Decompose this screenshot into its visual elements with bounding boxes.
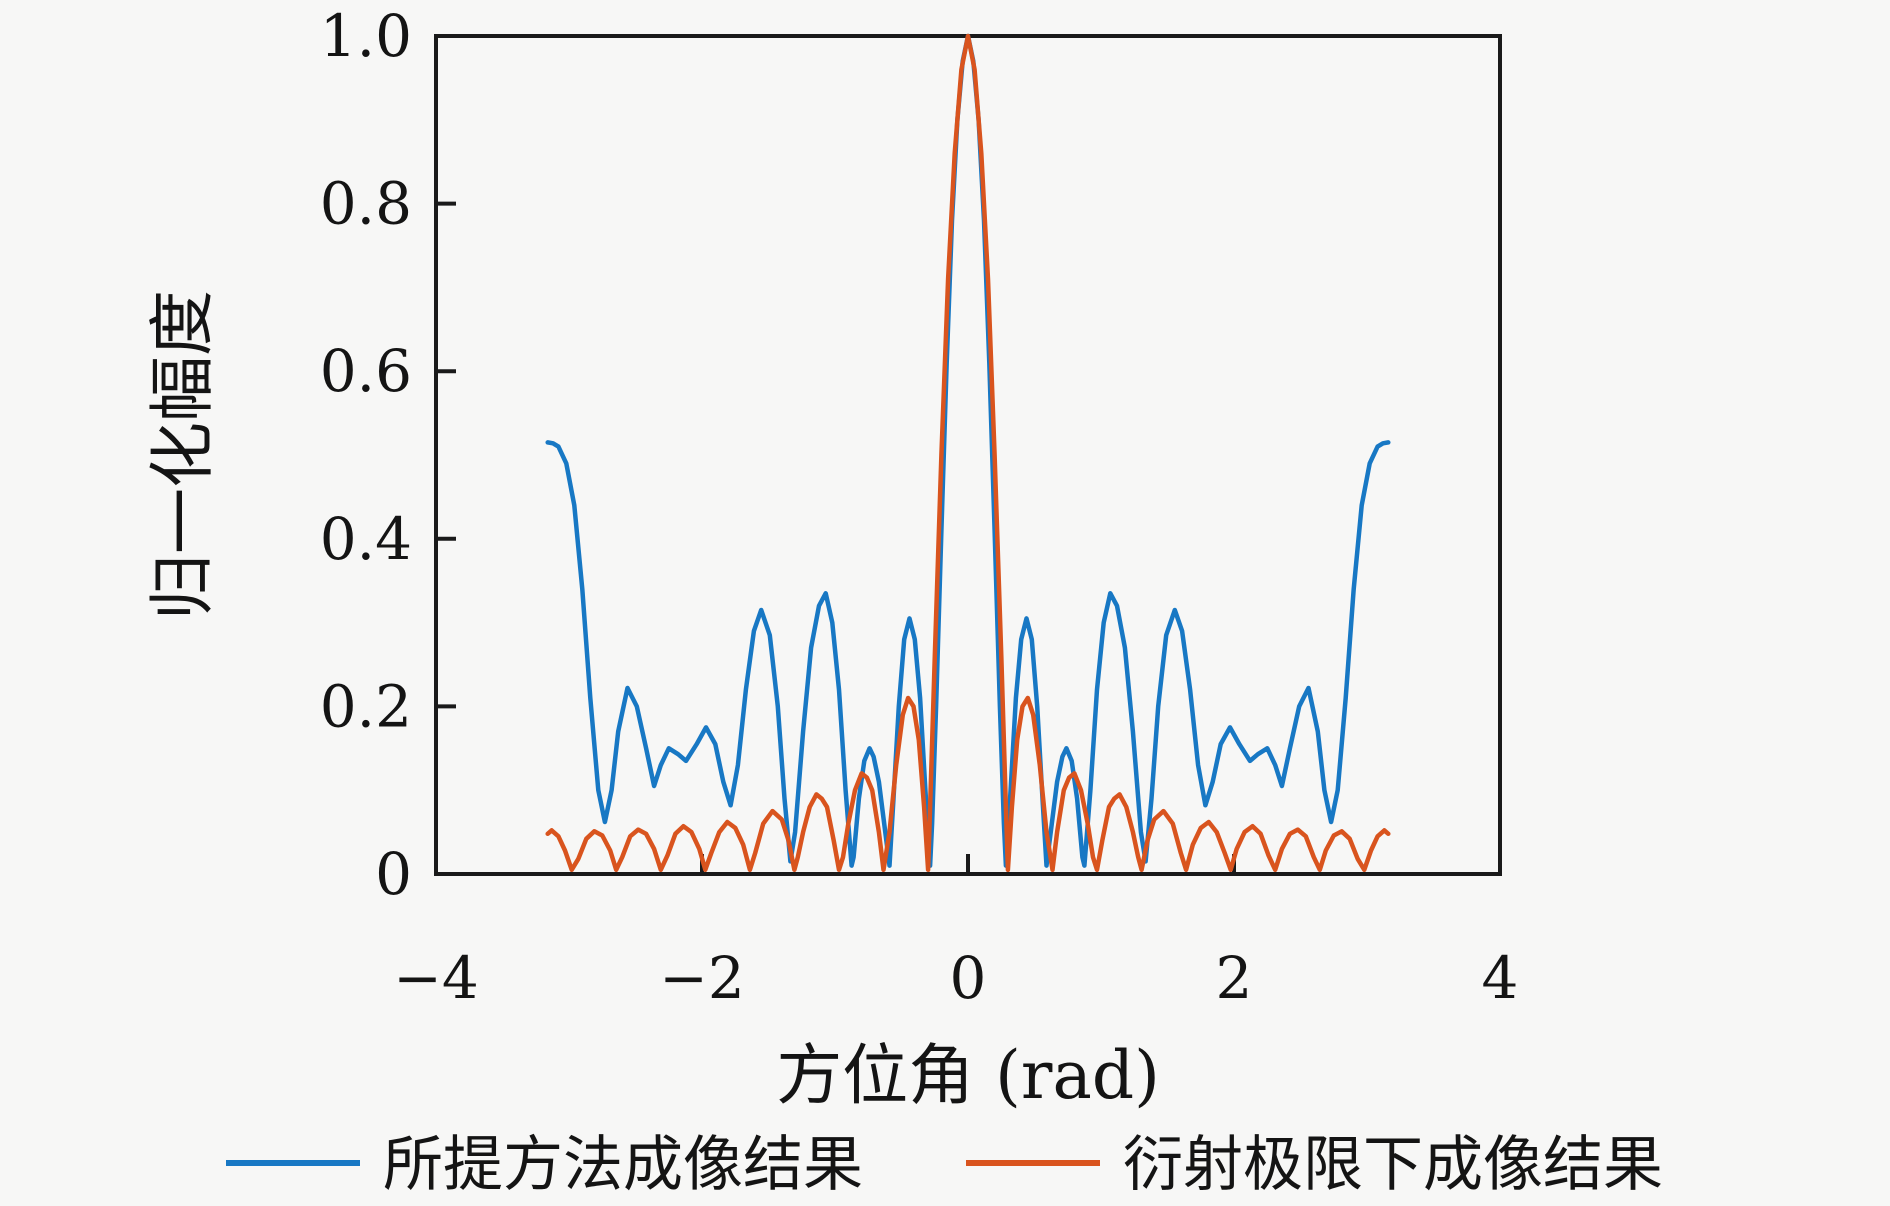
- y-axis-title: 归一化幅度: [144, 290, 221, 620]
- legend-label: 衍射极限下成像结果: [1123, 1130, 1663, 1200]
- x-axis-tick-label: −4: [393, 944, 479, 1012]
- y-axis-tick-label: 0.4: [320, 505, 412, 573]
- x-axis-ticks: −4 −2 0 2 4: [393, 854, 1518, 1012]
- x-axis-tick-label: 0: [950, 944, 987, 1012]
- series-line-proposed-method: [545, 33, 1391, 868]
- x-axis-tick-label: 2: [1216, 944, 1253, 1012]
- y-axis-tick-label: 0.2: [320, 672, 412, 740]
- plot-series: [545, 33, 1391, 873]
- legend-label: 所提方法成像结果: [383, 1130, 863, 1200]
- series-line-diffraction-limit: [545, 33, 1391, 873]
- legend-item: 衍射极限下成像结果: [966, 1130, 1663, 1200]
- legend: 所提方法成像结果 衍射极限下成像结果: [226, 1130, 1663, 1200]
- y-axis-tick-label: 0.8: [320, 170, 412, 238]
- x-axis-tick-label: −2: [659, 944, 745, 1012]
- y-axis-tick-label: 1.0: [320, 2, 412, 70]
- y-axis-ticks: 0 0.2 0.4 0.6 0.8 1.0: [320, 2, 456, 908]
- y-axis-tick-label: 0: [375, 840, 412, 908]
- legend-item: 所提方法成像结果: [226, 1130, 863, 1200]
- y-axis-tick-label: 0.6: [320, 337, 412, 405]
- x-axis-title: 方位角 (rad): [776, 1037, 1160, 1114]
- x-axis-tick-label: 4: [1482, 944, 1519, 1012]
